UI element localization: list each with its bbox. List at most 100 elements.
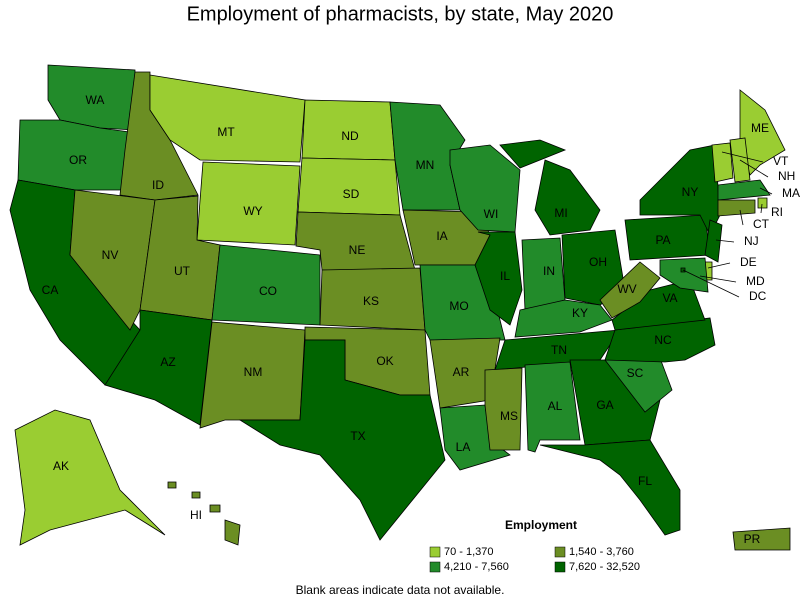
state [474,231,523,326]
leader-line [707,262,731,269]
state-label: MO [449,299,468,313]
state-label: VT [773,154,789,168]
state [732,527,791,551]
state-label: CA [42,283,59,297]
legend-label: 4,210 - 7,560 [444,561,509,573]
state-label: NM [244,365,263,379]
state [539,439,681,536]
state-label: CT [753,217,770,231]
state-label: MT [217,125,235,139]
leader-line [739,159,769,178]
state-label: NJ [744,234,759,248]
state [167,481,177,489]
state [224,519,241,546]
state [711,142,734,183]
state-label: IA [436,229,447,243]
state-label: MN [416,158,435,172]
state [659,257,709,293]
legend: 70 - 1,370 1,540 - 3,760 4,210 - 7,560 7,62… [429,546,640,573]
state-label: ND [341,129,359,143]
state-label: MI [554,206,567,220]
state-label: DE [740,255,757,269]
state [704,219,723,263]
state [604,317,716,363]
legend-label: 1,540 - 3,760 [569,546,634,558]
state [484,367,523,451]
state-label: NH [778,169,795,183]
legend-swatch [429,561,441,573]
state-label: IN [543,264,555,278]
state-label: AK [53,459,69,473]
state-label: GA [596,398,613,412]
state-label: WI [484,207,499,221]
state [69,189,156,331]
state-label: FL [638,474,652,488]
state-label: ID [152,178,164,192]
legend-label: 70 - 1,370 [444,546,494,558]
note: Blank areas indicate data not available. [296,583,505,597]
state [757,197,768,209]
state-label: DC [749,289,767,303]
state [238,339,446,541]
state-label: PA [655,233,670,247]
state-label: ME [751,121,769,135]
state [717,199,756,217]
state-label: OH [589,255,607,269]
states [9,64,791,551]
state-label: UT [174,264,191,278]
leader-line [760,203,763,214]
state-label: KY [572,306,588,320]
state-label: WV [617,282,636,296]
state-label: SD [343,187,360,201]
state-label: OR [69,153,87,167]
state [534,159,601,236]
legend-label: 7,620 - 32,520 [569,561,640,573]
state-label: TN [551,343,567,357]
state-label: NC [654,333,672,347]
state-label: NE [349,243,366,257]
state [196,161,301,246]
state-label: RI [771,205,783,219]
state [14,409,166,546]
state-label: AZ [160,355,175,369]
state-label: AL [548,399,563,413]
leader-line [759,187,773,195]
leader-line [715,239,735,243]
state-label: MD [746,274,765,288]
state-label: WA [86,93,105,107]
state-label: IL [500,269,510,283]
state-label: MS [500,409,518,423]
state [569,359,661,446]
legend-title: Employment [505,518,577,532]
state [499,139,567,169]
state-labels: WA OR CA ID NV MT WY UT AZ CO NM ND SD NE KS OK TX MN IA MO… [42,93,800,546]
state-label: NY [682,185,699,199]
leader-line [721,151,764,163]
state-label: HI [190,508,202,522]
state [449,144,521,233]
legend-swatch [429,546,441,558]
state-label: TX [350,429,365,443]
state [209,504,221,513]
state-label: SC [627,366,644,380]
leader-line [682,269,740,298]
leader-line [699,275,737,283]
state-label: WY [243,204,262,218]
state-label: VA [662,291,677,305]
state-label: NV [102,248,119,262]
state-label: PR [744,532,761,546]
map-title: Employment of pharmacists, by state, May… [187,3,614,25]
legend-swatch [554,546,566,558]
state-label: LA [456,440,471,454]
leader-line [739,209,744,226]
state [599,261,661,319]
state-label: AR [453,365,470,379]
state [191,491,201,499]
state [717,179,771,201]
state-label: OK [376,354,393,368]
state-label: CO [259,284,277,298]
legend-swatch [554,561,566,573]
state-label: KS [363,294,379,308]
state-label: MA [782,186,800,200]
